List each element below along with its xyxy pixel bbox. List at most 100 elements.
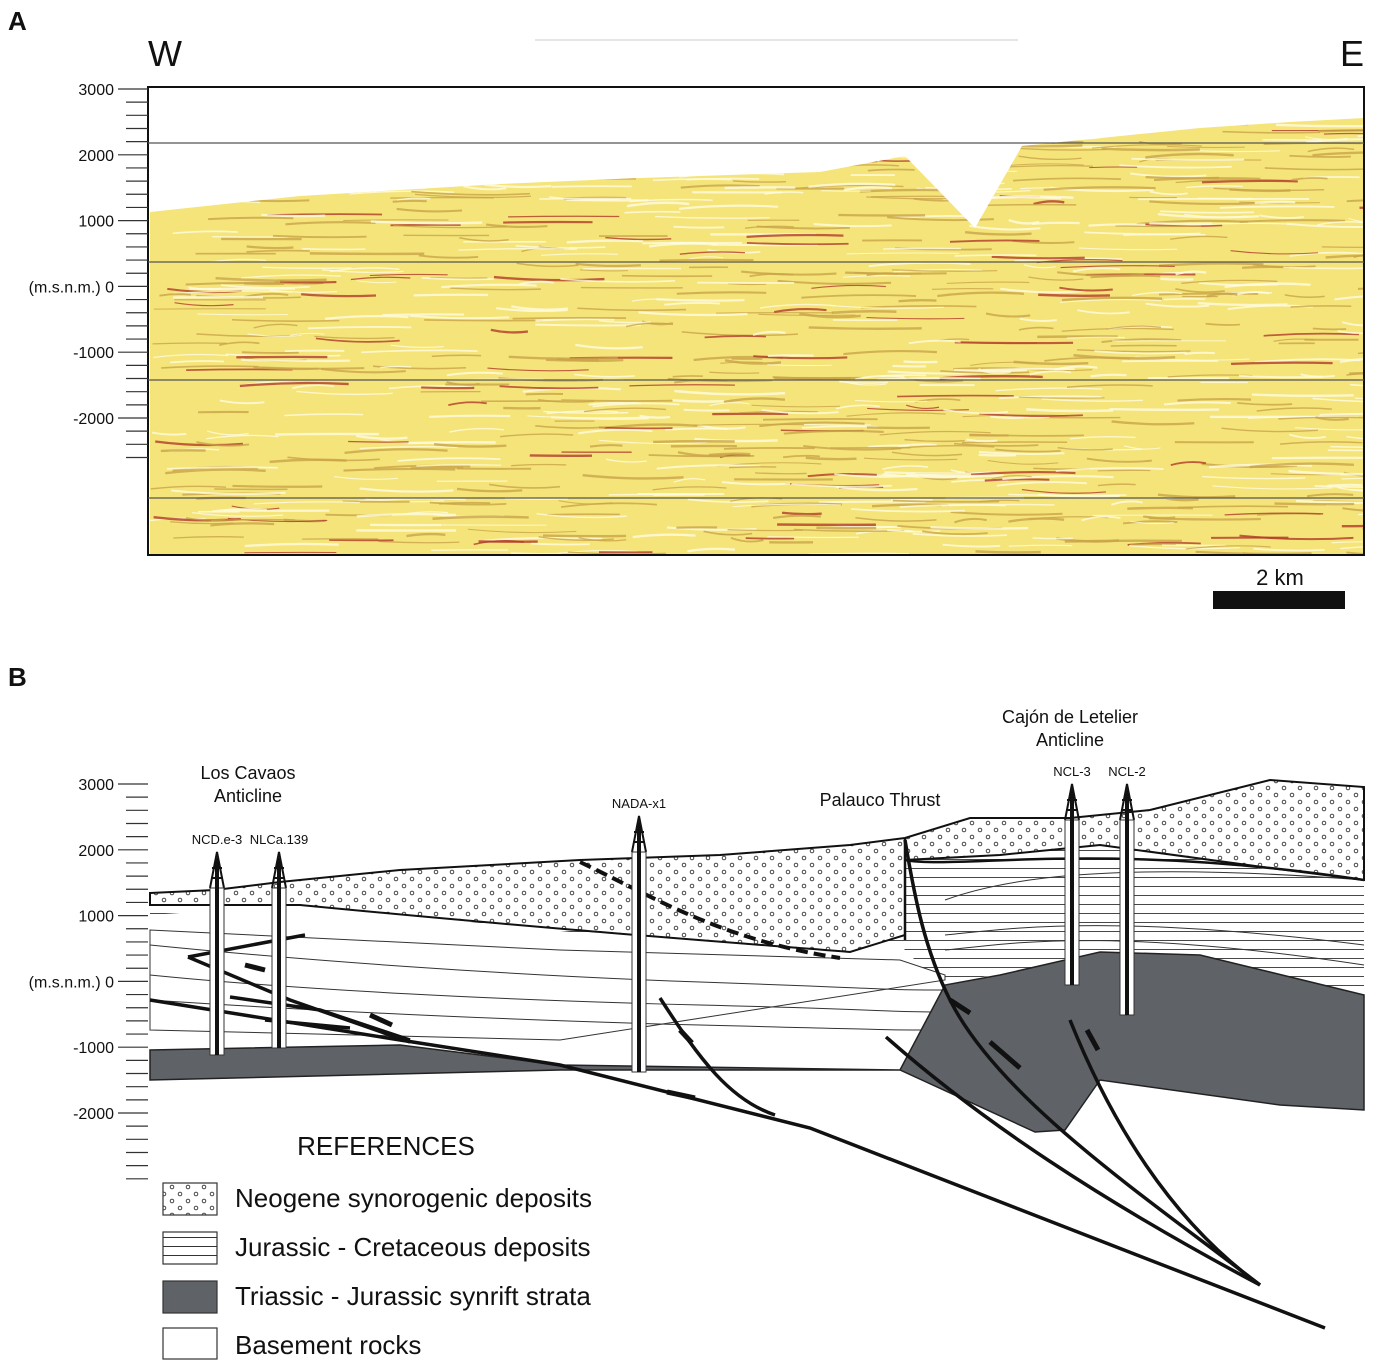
reflector — [1164, 299, 1206, 300]
reflector — [371, 186, 427, 188]
reflector — [671, 138, 777, 140]
reflector — [1089, 224, 1146, 225]
reflector — [709, 454, 750, 455]
axis-label: -1000 — [73, 345, 114, 362]
panel-label: B — [8, 662, 27, 692]
reflector — [1276, 125, 1373, 126]
reflector — [725, 161, 803, 163]
reflector — [939, 181, 1004, 184]
reflector — [503, 222, 592, 223]
reflector — [672, 400, 724, 401]
reflector — [393, 201, 427, 202]
reflector — [883, 248, 961, 249]
reflector — [532, 121, 563, 122]
well-label: NLCa.139 — [250, 832, 309, 847]
reflector — [390, 225, 460, 226]
reflector — [1242, 267, 1289, 268]
reflector — [502, 151, 565, 152]
reflector — [684, 410, 730, 411]
reflector — [408, 442, 496, 443]
reflector — [987, 205, 1076, 206]
reflector — [955, 255, 1037, 256]
scale-bar — [1213, 591, 1345, 609]
reflector — [713, 154, 763, 156]
reflector — [244, 283, 284, 284]
reflector — [1102, 149, 1200, 150]
reflector — [838, 215, 925, 216]
reflector — [242, 352, 299, 353]
well-label: NCL-2 — [1108, 764, 1146, 779]
reflector — [979, 455, 1016, 456]
reflector — [283, 158, 327, 160]
reflector — [1358, 135, 1373, 136]
reflector — [811, 159, 877, 162]
reflector — [906, 475, 1004, 476]
reflector — [683, 152, 744, 155]
reflector — [241, 360, 350, 361]
reflector — [1322, 247, 1373, 248]
reflector — [373, 164, 475, 167]
reflector — [566, 200, 648, 201]
panel-label: A — [8, 6, 27, 36]
reflector — [866, 154, 980, 155]
reflector — [498, 141, 606, 142]
reflector — [949, 135, 986, 137]
reflector — [242, 119, 328, 121]
reflector — [161, 450, 206, 451]
reflector — [211, 161, 264, 162]
reflector — [1008, 494, 1126, 495]
reflector — [649, 131, 733, 133]
reflector — [975, 551, 1040, 552]
reflector — [725, 187, 796, 188]
legend-label: Jurassic - Cretaceous deposits — [235, 1232, 590, 1262]
reflector — [768, 355, 814, 356]
axis-label: 2000 — [78, 843, 114, 860]
reflector — [558, 143, 678, 145]
reflector — [583, 134, 651, 136]
reflector — [561, 400, 672, 401]
reflector — [1231, 363, 1333, 364]
reflector — [694, 130, 750, 131]
reflector — [240, 176, 316, 178]
reflector — [797, 141, 879, 143]
reflector — [1350, 490, 1373, 491]
reflector — [261, 215, 325, 216]
reflector — [638, 151, 742, 152]
reflector — [290, 170, 350, 171]
reflector — [727, 156, 809, 158]
reflector — [314, 168, 380, 171]
reflector — [1110, 409, 1219, 410]
reflector — [167, 138, 257, 142]
east-label: E — [1340, 33, 1364, 74]
structure-label: Anticline — [214, 786, 282, 806]
reflector — [1255, 202, 1295, 203]
reflector — [275, 434, 379, 435]
axis-label: 1000 — [78, 909, 114, 926]
reflector — [777, 128, 826, 130]
legend-label: Neogene synorogenic deposits — [235, 1183, 592, 1213]
west-label: W — [148, 33, 182, 74]
reflector — [930, 527, 1028, 528]
reflector — [300, 150, 385, 152]
reflector — [508, 158, 546, 159]
reflector — [209, 129, 283, 130]
reflector — [285, 351, 344, 352]
reflector — [232, 486, 322, 487]
reflector — [935, 137, 969, 140]
reflector — [653, 441, 735, 442]
reflector — [863, 150, 962, 153]
reflector — [543, 536, 626, 537]
legend-label: Triassic - Jurassic synrift strata — [235, 1281, 591, 1311]
structure-label: Palauco Thrust — [820, 790, 941, 810]
reflector — [1252, 395, 1354, 396]
well-label: NADA-x1 — [612, 796, 666, 811]
reflector — [158, 138, 250, 142]
reflector — [644, 130, 696, 132]
references-title: REFERENCES — [297, 1131, 475, 1161]
reflector — [482, 141, 584, 142]
reflector — [904, 362, 938, 363]
reflector — [1089, 167, 1137, 168]
axis-label: -2000 — [73, 411, 114, 428]
reflector — [253, 124, 337, 127]
